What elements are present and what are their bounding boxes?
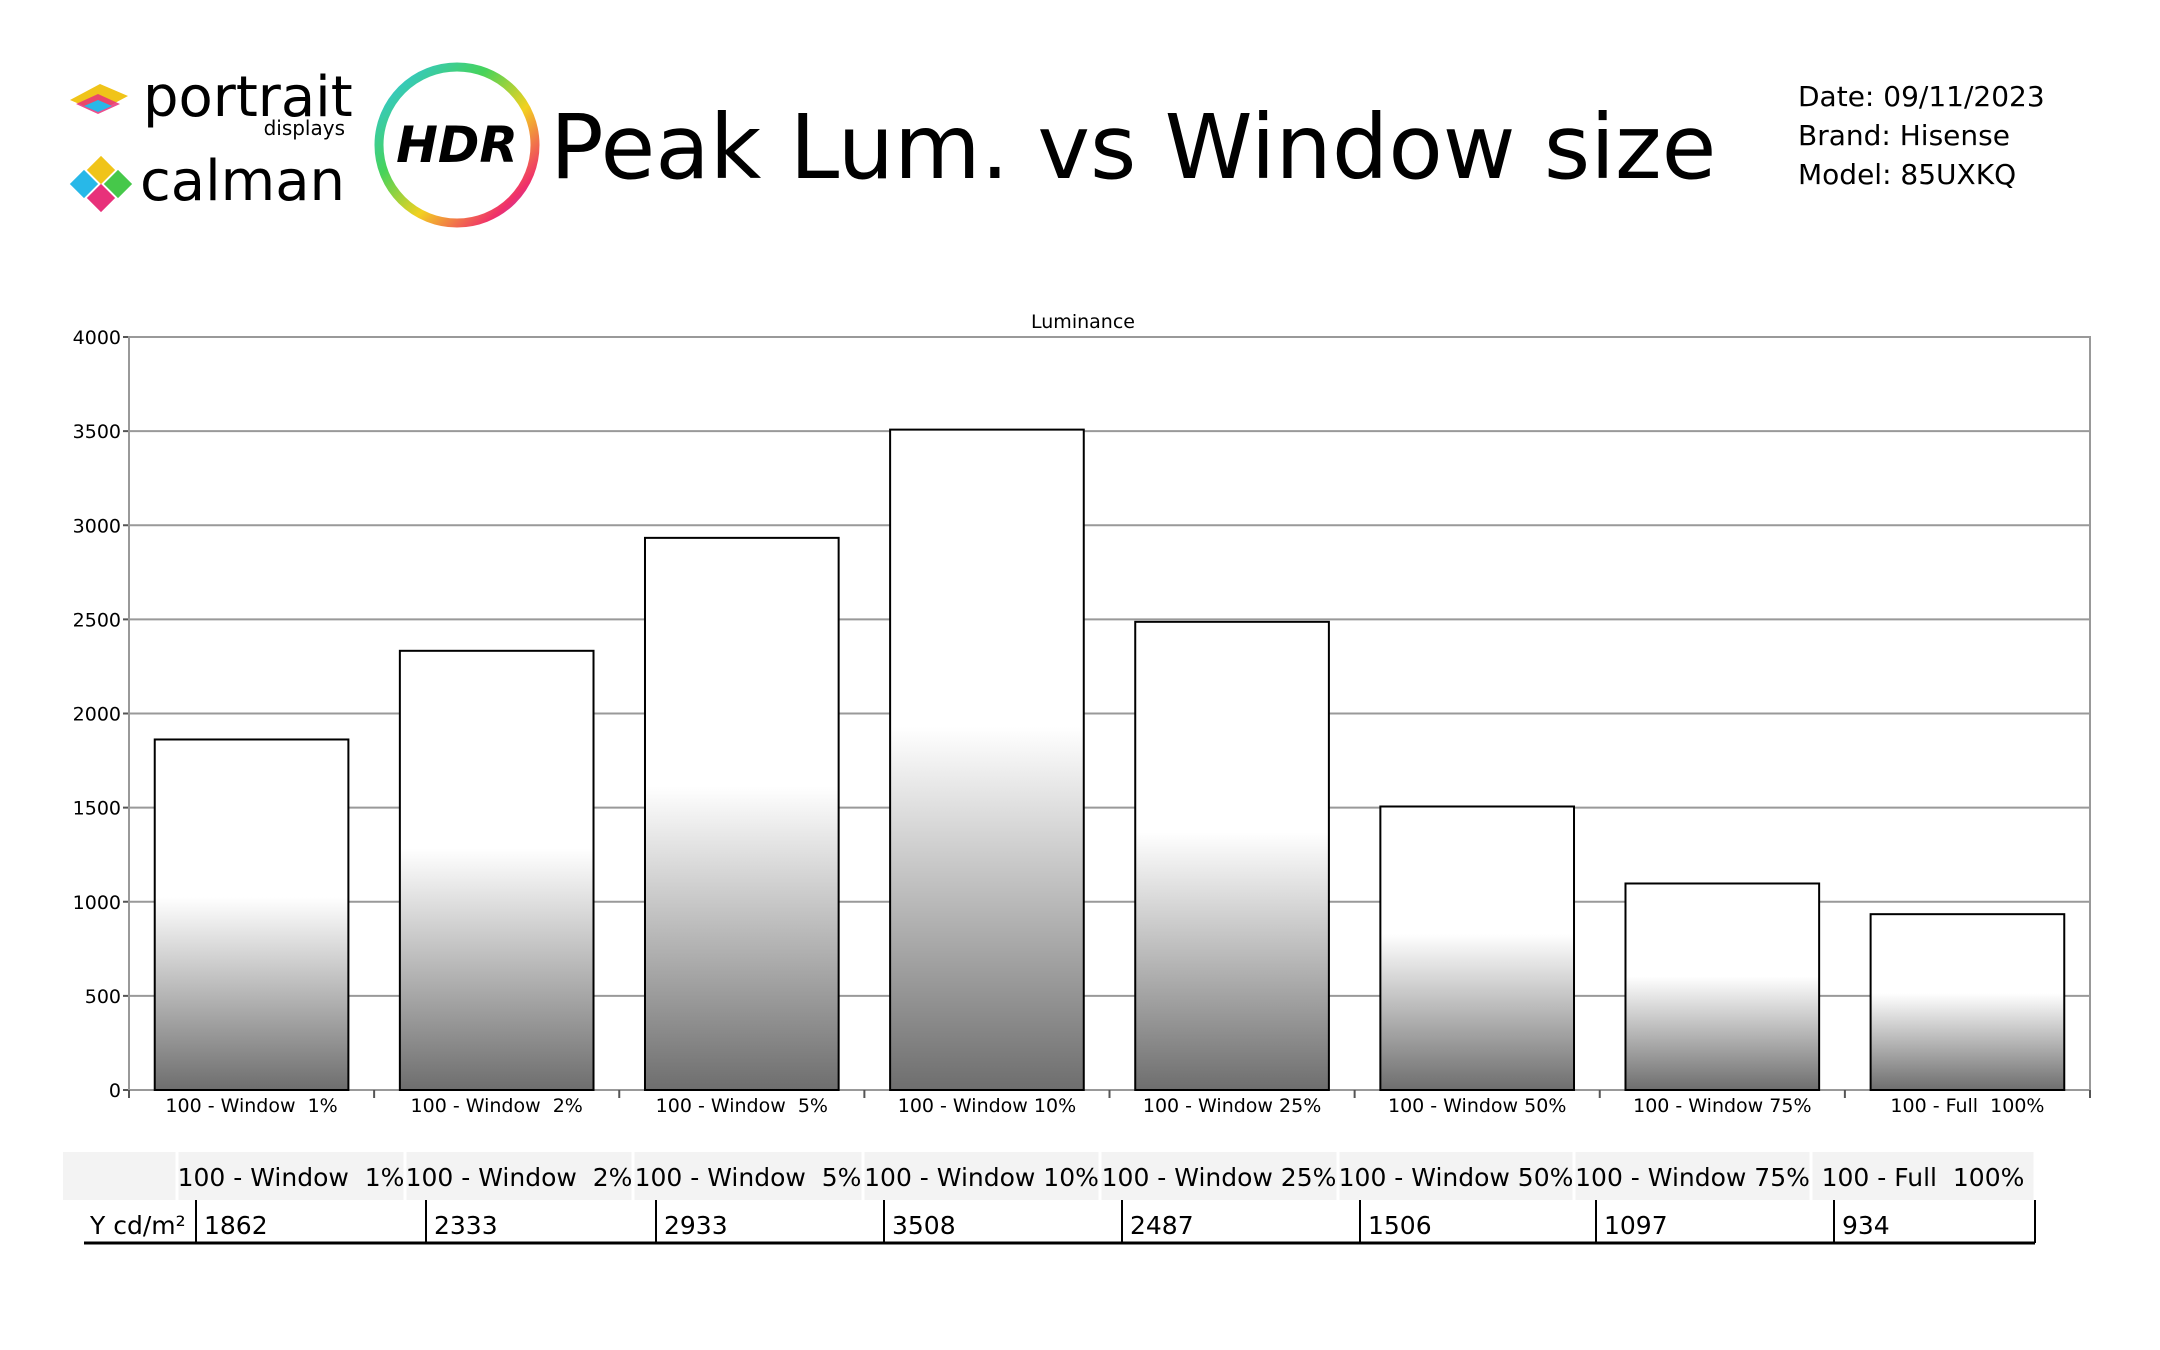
table-header-cell: 100 - Window 5% — [635, 1163, 862, 1192]
logo-text: portrait — [143, 65, 353, 130]
table-value-cell: 2933 — [664, 1211, 728, 1240]
bar — [643, 536, 840, 1091]
y-tick-label: 3500 — [73, 421, 121, 443]
table-header-cell: 100 - Window 1% — [178, 1163, 405, 1192]
meta-model: Model: 85UXKQ — [1798, 158, 2016, 191]
bar — [1869, 913, 2066, 1091]
x-tick-label: 100 - Window 5% — [656, 1095, 828, 1117]
meta-date: Date: 09/11/2023 — [1798, 80, 2045, 113]
bar — [889, 428, 1085, 1091]
bar — [1379, 805, 1576, 1091]
table-value-cell: 934 — [1842, 1211, 1890, 1240]
table-header-cell: 100 - Window 10% — [864, 1163, 1099, 1192]
page-title: Peak Lum. vs Window size — [550, 95, 1716, 199]
bar — [153, 738, 350, 1092]
table-header-cell: 100 - Full 100% — [1822, 1163, 2025, 1192]
x-tick-label: 100 - Window 50% — [1388, 1095, 1566, 1117]
y-tick-label: 4000 — [73, 327, 121, 349]
x-tick-label: 100 - Window 25% — [1143, 1095, 1321, 1117]
table-value-cell: 1506 — [1368, 1211, 1432, 1240]
table-header-cell: 100 - Window 75% — [1575, 1163, 1810, 1192]
y-tick-label: 500 — [85, 986, 121, 1008]
badge: HDR — [396, 116, 518, 174]
logo-subtext: displays — [264, 116, 345, 140]
y-tick-label: 2500 — [73, 609, 121, 631]
meta-brand: Brand: Hisense — [1798, 119, 2010, 152]
table-value-cell: 1862 — [204, 1211, 268, 1240]
x-tick-label: 100 - Window 1% — [165, 1095, 337, 1117]
y-tick-label: 1000 — [73, 892, 121, 914]
table-header-cell: 100 - Window 50% — [1339, 1163, 1574, 1192]
x-tick-label: 100 - Window 10% — [898, 1095, 1076, 1117]
y-tick-label: 1500 — [73, 798, 121, 820]
table-row-label: Y cd/m² — [89, 1211, 186, 1240]
logo — [69, 62, 540, 228]
table-header-cell: 100 - Window 2% — [406, 1163, 633, 1192]
y-tick-label: 0 — [109, 1080, 121, 1102]
table-value-cell: 1097 — [1604, 1211, 1668, 1240]
table-value-cell: 2487 — [1130, 1211, 1194, 1240]
logo-text: calman — [140, 149, 345, 214]
table-header-cell: 100 - Window 25% — [1102, 1163, 1337, 1192]
x-tick-label: 100 - Window 2% — [411, 1095, 583, 1117]
y-tick-label: 2000 — [73, 704, 121, 726]
bar — [1624, 882, 1821, 1091]
chart-title: Luminance — [1031, 311, 1135, 333]
table-value-cell: 2333 — [434, 1211, 498, 1240]
table-value-cell: 3508 — [892, 1211, 956, 1240]
y-tick-label: 3000 — [73, 515, 121, 537]
bar — [398, 649, 595, 1091]
bar — [1134, 620, 1330, 1092]
x-tick-label: 100 - Full 100% — [1890, 1095, 2044, 1117]
x-tick-label: 100 - Window 75% — [1633, 1095, 1811, 1117]
table-header-bg — [63, 1152, 2035, 1200]
